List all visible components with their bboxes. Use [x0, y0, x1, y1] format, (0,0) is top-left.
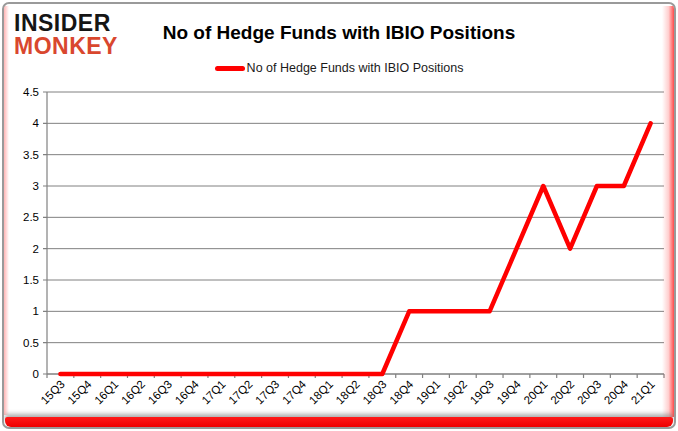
- svg-text:16Q2: 16Q2: [119, 378, 147, 406]
- svg-text:4: 4: [33, 117, 40, 129]
- svg-text:18Q3: 18Q3: [360, 378, 388, 406]
- svg-text:3: 3: [33, 180, 39, 192]
- svg-text:18Q1: 18Q1: [307, 378, 335, 406]
- svg-text:16Q1: 16Q1: [92, 378, 120, 406]
- svg-text:4.5: 4.5: [23, 86, 39, 98]
- svg-text:17Q2: 17Q2: [226, 378, 254, 406]
- svg-text:19Q2: 19Q2: [441, 378, 469, 406]
- svg-text:3.5: 3.5: [23, 149, 39, 161]
- svg-text:19Q4: 19Q4: [494, 378, 523, 407]
- svg-text:17Q1: 17Q1: [199, 378, 227, 406]
- svg-text:21Q1: 21Q1: [629, 378, 657, 406]
- svg-text:1.5: 1.5: [23, 274, 39, 286]
- chart-card: INSIDER MONKEY No of Hedge Funds with IB…: [2, 2, 676, 429]
- svg-text:1: 1: [33, 305, 39, 317]
- svg-text:20Q3: 20Q3: [575, 378, 603, 406]
- svg-text:16Q4: 16Q4: [173, 378, 202, 407]
- svg-text:15Q4: 15Q4: [65, 378, 94, 407]
- svg-text:2.5: 2.5: [23, 211, 39, 223]
- line-chart: 0 0.5 1 1.5 2 2.5 3 3.5 4 4.5 15Q315Q416Q116Q216Q3…: [4, 4, 676, 429]
- svg-text:20Q4: 20Q4: [602, 378, 631, 407]
- svg-text:19Q1: 19Q1: [414, 378, 442, 406]
- svg-text:0.5: 0.5: [23, 337, 39, 349]
- svg-text:0: 0: [33, 368, 39, 380]
- svg-text:17Q3: 17Q3: [253, 378, 281, 406]
- svg-text:18Q4: 18Q4: [387, 378, 416, 407]
- svg-text:20Q1: 20Q1: [521, 378, 549, 406]
- svg-text:18Q2: 18Q2: [334, 378, 362, 406]
- svg-text:20Q2: 20Q2: [548, 378, 576, 406]
- svg-text:2: 2: [33, 243, 39, 255]
- svg-text:19Q3: 19Q3: [468, 378, 496, 406]
- bottom-red-bar: [5, 417, 673, 427]
- svg-text:15Q3: 15Q3: [38, 378, 66, 406]
- svg-text:16Q3: 16Q3: [146, 378, 174, 406]
- svg-text:17Q4: 17Q4: [280, 378, 309, 407]
